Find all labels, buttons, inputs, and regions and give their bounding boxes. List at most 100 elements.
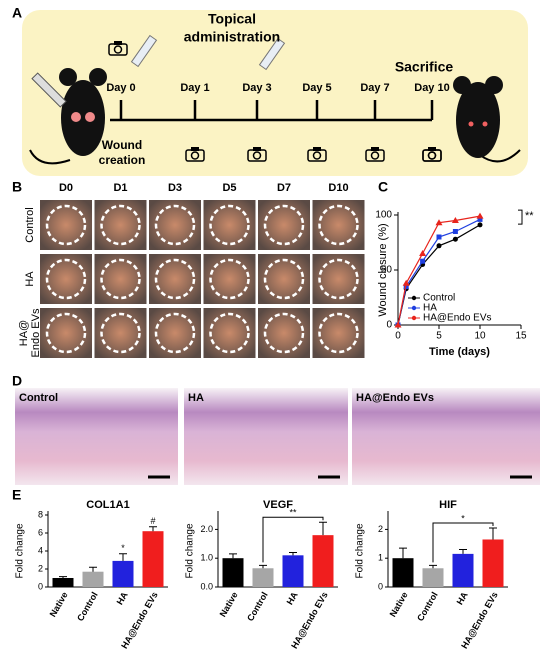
y-axis-label: Fold change bbox=[185, 523, 196, 578]
topical-label: administration bbox=[184, 29, 280, 45]
marker bbox=[420, 258, 426, 264]
legend-marker bbox=[411, 295, 417, 301]
wound-photo bbox=[40, 254, 92, 304]
marker bbox=[436, 234, 442, 240]
wound-photo bbox=[94, 254, 147, 304]
day-label: Day 10 bbox=[414, 82, 449, 94]
x-tick-label: 10 bbox=[474, 331, 486, 342]
wound-outline bbox=[209, 312, 250, 354]
column-label: D3 bbox=[168, 182, 182, 194]
x-tick-label: Control bbox=[75, 590, 100, 623]
y-tick-label: 4 bbox=[38, 545, 43, 555]
marker bbox=[403, 284, 409, 289]
y-tick-label: 0 bbox=[378, 581, 383, 591]
histology-label: HA@Endo EVs bbox=[356, 392, 434, 404]
y-tick-label: 0 bbox=[386, 320, 392, 331]
error-bar bbox=[89, 566, 97, 572]
wound-photo bbox=[203, 254, 256, 304]
wound-photo bbox=[312, 254, 365, 304]
panel-label: E bbox=[12, 487, 21, 503]
histology-image bbox=[184, 388, 348, 485]
day-label: Day 1 bbox=[180, 82, 209, 94]
x-tick-label: 5 bbox=[436, 331, 442, 342]
mouse-left bbox=[29, 68, 107, 165]
wound-photo bbox=[149, 254, 201, 304]
marker bbox=[435, 219, 443, 226]
wound-outline bbox=[209, 258, 250, 300]
wound-photo bbox=[203, 200, 256, 250]
day-label: Day 3 bbox=[242, 82, 271, 94]
significance-bracket bbox=[432, 522, 494, 563]
error-bar bbox=[259, 564, 267, 569]
wound-label: Wound bbox=[102, 138, 142, 152]
histology-label: Control bbox=[19, 392, 58, 404]
y-tick-label: 50 bbox=[381, 265, 393, 276]
bar bbox=[222, 558, 244, 587]
wound-outline bbox=[45, 258, 87, 300]
error-bar bbox=[459, 549, 467, 554]
marker bbox=[394, 321, 402, 328]
bar bbox=[452, 553, 474, 587]
legend-marker bbox=[411, 315, 417, 321]
wound-photo bbox=[149, 200, 201, 250]
error-bar bbox=[149, 526, 157, 532]
legend-label: Control bbox=[423, 293, 455, 304]
legend-label: HA bbox=[423, 303, 437, 314]
legend-label: HA@Endo EVs bbox=[423, 313, 492, 324]
panel-label: A bbox=[12, 5, 22, 21]
x-axis-label: Time (days) bbox=[429, 346, 490, 358]
y-tick-label: 1 bbox=[378, 553, 383, 563]
wound-outline bbox=[263, 204, 305, 246]
marker bbox=[476, 212, 484, 219]
wound-photo bbox=[258, 308, 310, 358]
error-bar bbox=[119, 553, 127, 561]
y-tick-label: 100 bbox=[375, 210, 392, 221]
wound-outline bbox=[263, 258, 305, 300]
x-tick-label: HA bbox=[115, 590, 130, 607]
legend-marker bbox=[411, 305, 417, 311]
y-axis-label: Wound closure (%) bbox=[377, 223, 389, 316]
error-bar bbox=[229, 553, 237, 559]
panel-label: B bbox=[12, 179, 22, 195]
error-bar bbox=[429, 564, 437, 569]
wound-outline bbox=[154, 258, 196, 300]
bar bbox=[82, 571, 104, 587]
y-tick-label: 2 bbox=[378, 524, 383, 534]
marker bbox=[436, 243, 442, 249]
column-label: D0 bbox=[59, 182, 73, 194]
day-label: Day 7 bbox=[360, 82, 389, 94]
significance-bracket bbox=[518, 209, 523, 225]
error-bar bbox=[319, 521, 327, 536]
x-tick-label: Native bbox=[218, 590, 240, 618]
chart-title: HIF bbox=[439, 499, 457, 511]
marker bbox=[402, 279, 410, 286]
x-tick-label: Native bbox=[388, 590, 410, 618]
panel-label: D bbox=[12, 373, 22, 389]
column-label: D7 bbox=[277, 182, 291, 194]
wound-outline bbox=[318, 258, 359, 300]
wound-photo bbox=[94, 308, 147, 358]
wound-outline bbox=[263, 312, 305, 354]
bar bbox=[392, 558, 414, 587]
x-tick-label: 15 bbox=[515, 331, 527, 342]
row-label: HA@ bbox=[18, 320, 30, 346]
marker bbox=[419, 250, 427, 256]
row-label: HA bbox=[24, 271, 36, 287]
column-label: D5 bbox=[222, 182, 236, 194]
y-axis-label: Fold change bbox=[355, 523, 366, 578]
y-tick-label: 2.0 bbox=[200, 524, 213, 534]
wound-photo bbox=[149, 308, 201, 358]
annotation: * bbox=[461, 513, 465, 523]
bar bbox=[252, 568, 274, 587]
wound-outline bbox=[100, 204, 141, 246]
marker bbox=[451, 217, 459, 223]
wound-outline bbox=[154, 312, 196, 354]
chart-title: COL1A1 bbox=[86, 499, 129, 511]
wound-photo bbox=[94, 200, 147, 250]
chart-title: VEGF bbox=[263, 499, 293, 511]
topical-label: Topical bbox=[208, 11, 256, 27]
wound-outline bbox=[154, 204, 196, 246]
row-label: Endo EVs bbox=[30, 308, 42, 357]
sacrifice-label: Sacrifice bbox=[395, 59, 454, 75]
